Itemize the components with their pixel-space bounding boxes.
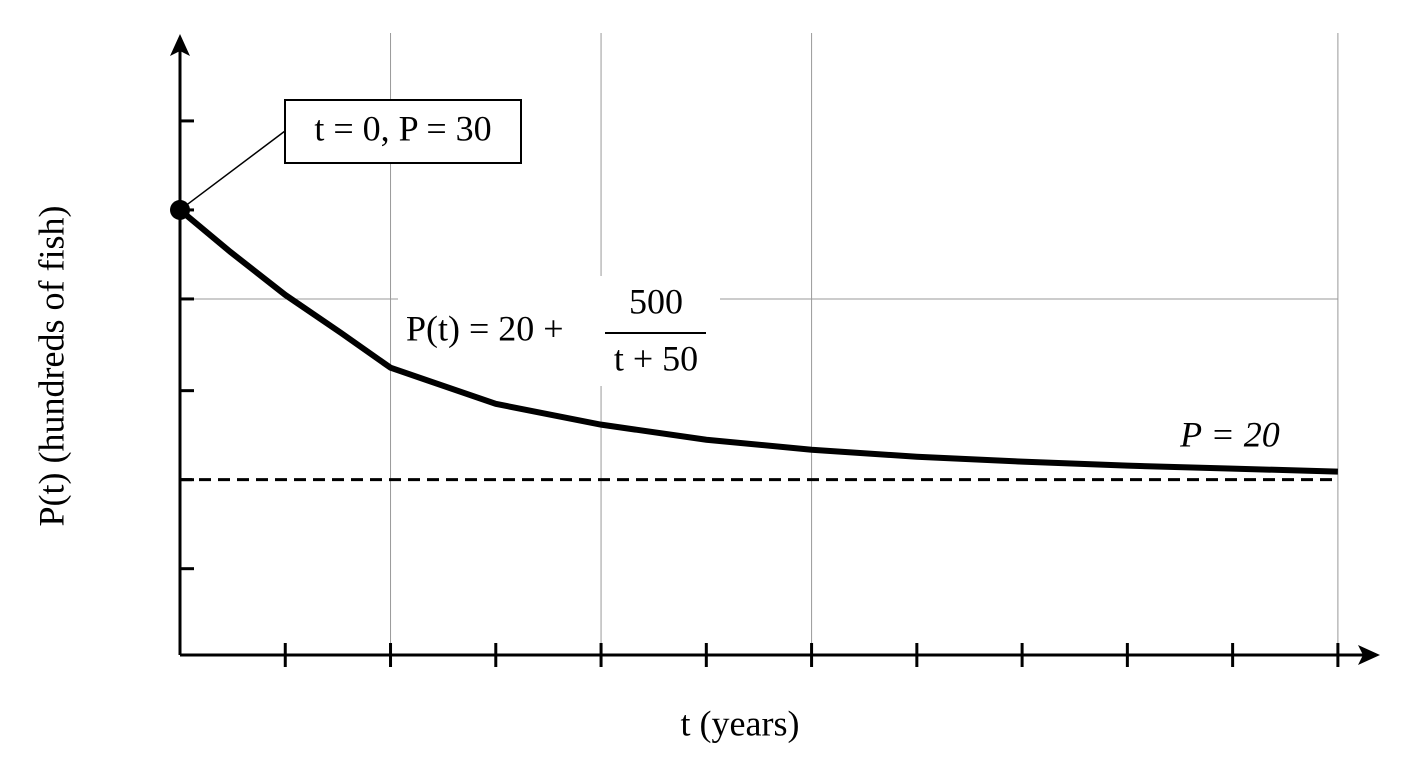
y-axis-title: P(t) (hundreds of fish): [31, 206, 71, 527]
curve: [178, 207, 1338, 475]
leader-line: [179, 130, 286, 211]
annotation-label: t = 0, P = 30: [314, 108, 491, 148]
formula-lhs: P(t) = 20 +: [406, 308, 564, 348]
asymptote-label: P = 20: [1179, 414, 1280, 454]
x-axis-title: t (years): [681, 703, 800, 743]
formula-numerator: 500: [629, 281, 683, 321]
point: [170, 199, 190, 220]
annotation-box: [284, 99, 522, 164]
y-axis-arrow: [170, 34, 190, 56]
x-axis-arrow: [1358, 645, 1380, 665]
formula-background: [398, 276, 720, 386]
formula-denominator: t + 50: [614, 338, 698, 378]
